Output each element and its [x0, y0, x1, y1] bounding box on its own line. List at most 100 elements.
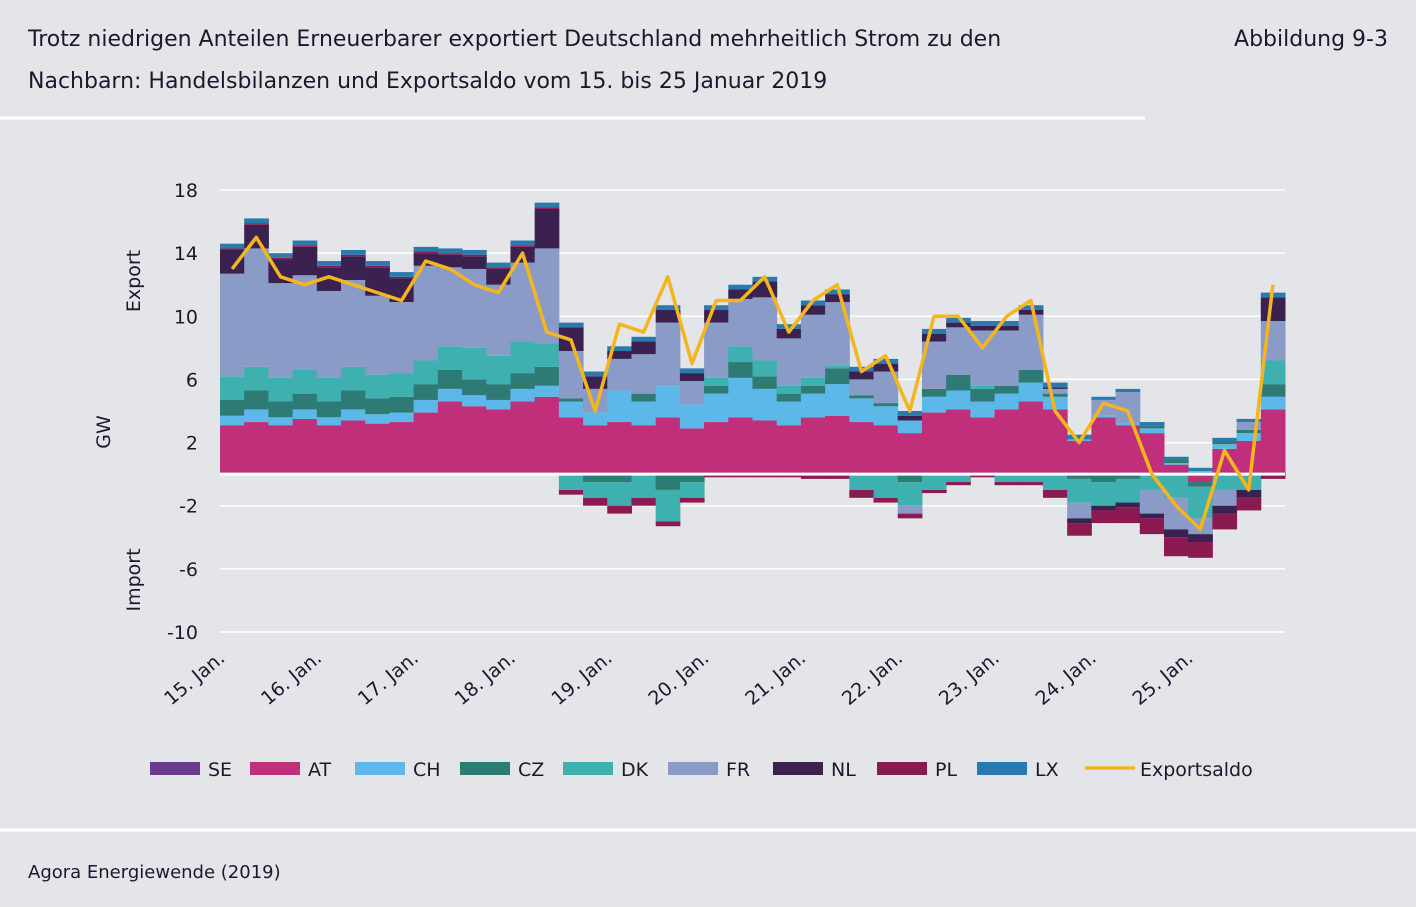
bar-segment [1067, 478, 1092, 503]
x-tick-label: 23. Jan. [935, 647, 1004, 710]
bar-segment [220, 243, 245, 249]
bar-segment [679, 474, 705, 483]
bar-segment [292, 245, 318, 247]
y-label: GW [93, 415, 115, 449]
bar-segment [365, 265, 390, 268]
bar-segment [486, 262, 511, 268]
bar-segment [341, 279, 366, 367]
bar-segment [437, 267, 463, 347]
bar-segment [970, 474, 996, 478]
bar-segment [1115, 423, 1141, 426]
legend-label: Exportsaldo [1140, 759, 1253, 781]
bar-segment [655, 305, 681, 310]
bar-segment [220, 399, 245, 416]
bar-segment [292, 369, 318, 394]
bar-segment [437, 346, 463, 370]
bar-segment [437, 369, 463, 389]
bar-segment [486, 399, 511, 410]
bar-segment [873, 425, 899, 473]
bar-segment [1115, 502, 1141, 508]
bar-segment [1018, 382, 1044, 402]
bar-segment [631, 425, 657, 473]
bar-segment [316, 265, 342, 268]
y-tick-label: -10 [167, 622, 198, 644]
bar-segment [413, 384, 439, 400]
bar-segment [776, 425, 802, 473]
bar-segment [849, 489, 875, 498]
bar-segment [679, 404, 705, 429]
bar-segment [1042, 393, 1068, 397]
bar-segment [292, 393, 318, 410]
bar-segment [825, 415, 850, 473]
bar-segment [607, 351, 632, 359]
bar-segment [220, 273, 245, 377]
bar-segment [1139, 428, 1165, 434]
x-tick-label: 20. Jan. [644, 647, 713, 710]
bar-segment [728, 417, 753, 473]
legend-swatch [563, 762, 613, 775]
title: Nachbarn: Handelsbilanzen und Exportsald… [28, 69, 827, 94]
bar-segment [244, 218, 269, 224]
bar-segment [1115, 507, 1141, 524]
bars [220, 202, 1286, 558]
bar-segment [776, 401, 802, 426]
bar-segment [728, 298, 753, 347]
bar-segment [244, 223, 269, 225]
bar-segment [244, 390, 269, 410]
bar-segment [268, 417, 294, 426]
bar-segment [1091, 505, 1117, 511]
y-tick-label: 10 [174, 306, 198, 328]
bar-segment [268, 257, 294, 260]
bar-segment [486, 355, 511, 385]
bar-segment [558, 322, 584, 328]
bar-segment [583, 425, 608, 473]
bar-segment [1067, 440, 1092, 473]
bar-segment [1212, 505, 1238, 514]
bar-segment [1163, 464, 1189, 473]
bar-segment [728, 289, 753, 299]
bar-segment [558, 474, 584, 490]
bar-segment [292, 240, 318, 246]
bar-segment [1188, 534, 1213, 543]
bar-segment [558, 398, 584, 402]
bar-segment [437, 253, 463, 255]
bar-segment [631, 393, 657, 402]
bar-segment [873, 406, 899, 426]
bar-segment [607, 422, 632, 473]
y-tick-label: -6 [179, 559, 198, 581]
bar-segment [1188, 474, 1213, 483]
bar-segment [849, 474, 875, 490]
y-tick-label: 18 [174, 180, 198, 202]
bar-segment [1236, 497, 1262, 511]
legend-swatch [250, 762, 300, 775]
bar-segment [389, 422, 415, 473]
bar-segment [776, 324, 802, 329]
bar-segment [583, 482, 608, 498]
bar-segment [776, 385, 802, 394]
bar-segment [994, 321, 1020, 326]
bar-segment [558, 489, 584, 495]
bar-segment [462, 249, 487, 255]
figure-number: Abbildung 9-3 [1234, 27, 1388, 52]
bar-segment [292, 409, 318, 419]
bar-segment [655, 489, 681, 522]
bar-segment [583, 497, 608, 506]
bar-segment [1212, 489, 1238, 506]
y-tick-label: 6 [186, 369, 198, 391]
bar-segment [292, 275, 318, 370]
bar-segment [873, 358, 899, 364]
bar-segment [1260, 297, 1286, 322]
bar-segment [1139, 518, 1165, 535]
bar-segment [534, 343, 560, 367]
bar-segment [946, 474, 971, 483]
bar-segment [679, 497, 705, 503]
bar-segment [704, 385, 729, 394]
x-tick-label: 21. Jan. [741, 647, 810, 710]
bar-segment [1067, 474, 1092, 479]
bar-segment [558, 417, 584, 473]
bar-segment [510, 245, 536, 247]
legend-swatch [773, 762, 823, 775]
bar-segment [510, 373, 536, 389]
bar-segment [1260, 396, 1286, 410]
bar-segment [220, 415, 245, 426]
